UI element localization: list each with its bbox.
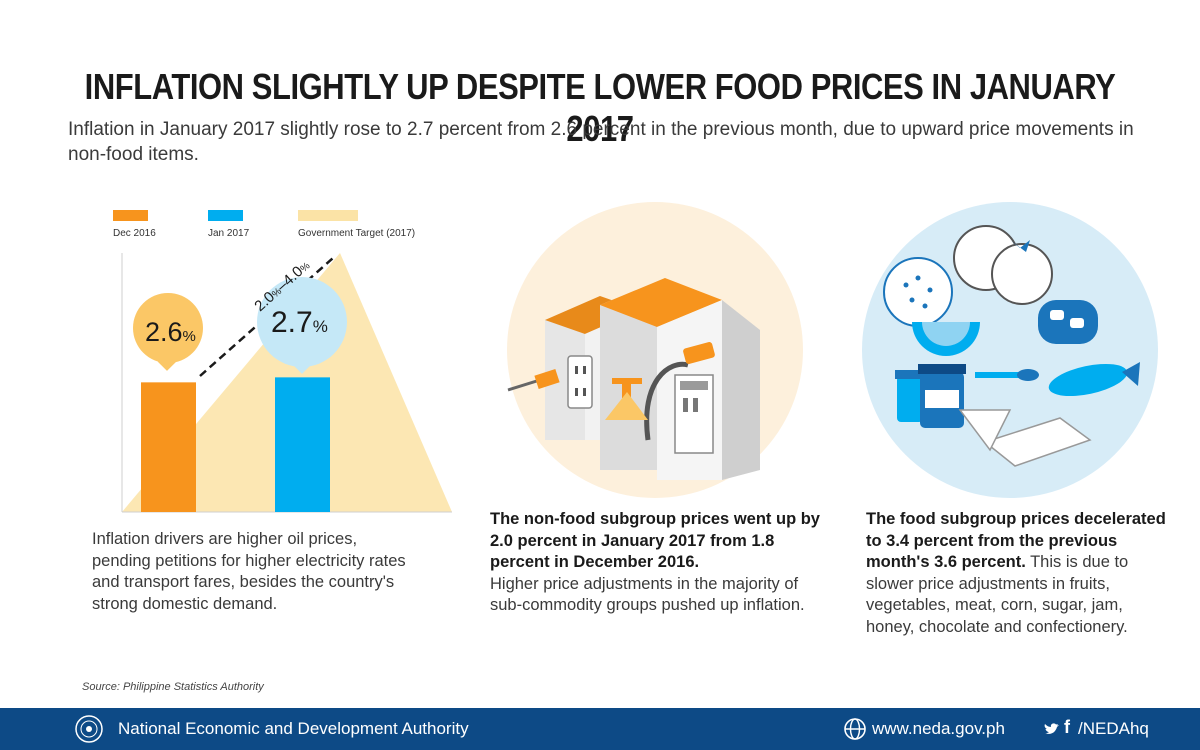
footer-website-link[interactable]: www.neda.gov.ph: [872, 719, 1005, 738]
outlet-slot-4: [583, 388, 586, 396]
legend-label-target: Government Target (2017): [298, 228, 415, 239]
building-shadow: [722, 300, 760, 480]
food-summary-bold: The food subgroup prices decelerated to …: [866, 510, 1166, 571]
meat: [1038, 300, 1098, 344]
orange-dot-2: [915, 275, 921, 281]
legend-label-dec: Dec 2016: [113, 228, 156, 239]
meat-fat-2: [1070, 318, 1084, 328]
stove-flame: [605, 392, 648, 420]
sugar-bag: [958, 409, 1012, 452]
jar-2-lid: [918, 364, 966, 374]
outlet-slot-3: [575, 388, 578, 396]
value-label-jan: 2.7%: [271, 306, 328, 339]
legend-label-jan: Jan 2017: [208, 228, 250, 239]
food-summary: The food subgroup prices decelerated to …: [866, 509, 1166, 638]
legend-swatch-target: [298, 210, 358, 221]
value-label-dec-number: 2.6: [145, 317, 183, 347]
footer-org-name: National Economic and Development Author…: [118, 719, 469, 738]
value-label-jan-unit: %: [313, 317, 328, 336]
nonfood-illustration: [507, 202, 803, 498]
fuel-hose: [644, 361, 689, 441]
neda-seal-icon: [75, 715, 103, 743]
bubble-jan: [257, 277, 347, 367]
fuel-nozzle: [683, 342, 715, 364]
source-note: Source: Philippine Statistics Authority: [82, 681, 264, 693]
fuel-pump-bar-1: [683, 398, 688, 412]
footer-bar: National Economic and Development Author…: [0, 708, 1200, 750]
nonfood-summary-bold: The non-food subgroup prices went up by …: [490, 510, 820, 571]
twitter-icon[interactable]: [1044, 722, 1060, 736]
stove-top: [612, 378, 642, 384]
fish: [1048, 363, 1128, 397]
outlet: [567, 355, 593, 409]
fuel-pump-screen: [680, 381, 708, 390]
bar-dec-2016: [141, 382, 196, 512]
legend-swatch-jan: [208, 210, 243, 221]
value-label-dec: 2.6%: [145, 317, 196, 347]
bubble-dec-pointer: [157, 352, 177, 371]
value-label-jan-number: 2.7: [271, 306, 313, 339]
orange-dot-1: [903, 282, 909, 288]
meat-fat-1: [1050, 310, 1064, 320]
orange-dot-5: [922, 303, 928, 309]
food-summary-text: This is due to slower price adjustments …: [866, 553, 1129, 636]
bubble-dec: [133, 293, 203, 363]
orange-dot-4: [909, 297, 915, 303]
fish-tail: [1122, 362, 1140, 386]
footer-social-handle[interactable]: /NEDAhq: [1078, 719, 1149, 738]
outlet-slot-1: [575, 366, 578, 374]
page-title: INFLATION SLIGHTLY UP DESPITE LOWER FOOD…: [84, 66, 1116, 149]
orange-slice-inner: [922, 322, 970, 346]
jar-1: [897, 376, 923, 422]
tomato-leaf: [1010, 240, 1030, 252]
page-subtitle: Inflation in January 2017 slightly rose …: [68, 119, 1134, 165]
orange: [883, 257, 953, 327]
sugar-block: [983, 417, 1092, 467]
nonfood-summary-text: Higher price adjustments in the majority…: [490, 574, 805, 615]
legend-swatch-dec: [113, 210, 148, 221]
bar-jan-2017: [275, 377, 330, 512]
tomato-2: [991, 243, 1053, 305]
building-main-roof: [600, 278, 722, 327]
outlet-slot-2: [583, 366, 586, 374]
nonfood-summary: The non-food subgroup prices went up by …: [490, 509, 820, 617]
stove-stem: [622, 384, 631, 398]
orange-dot-3: [927, 287, 933, 293]
target-dashed-line: [199, 257, 334, 377]
value-label-dec-unit: %: [183, 328, 196, 345]
chart-caption: Inflation drivers are higher oil prices,…: [92, 530, 406, 613]
plug-body: [534, 368, 560, 390]
spoon: [975, 372, 1023, 378]
plug-cord: [507, 378, 541, 392]
globe-icon: [844, 718, 866, 740]
food-illustration: [862, 202, 1158, 498]
spoon-head: [1017, 369, 1039, 381]
bubble-jan-pointer: [292, 354, 312, 374]
jar-1-lid: [895, 370, 925, 379]
facebook-icon[interactable]: f: [1064, 717, 1070, 737]
jar-2-label: [925, 390, 959, 408]
fuel-pump-bar-2: [693, 398, 698, 412]
